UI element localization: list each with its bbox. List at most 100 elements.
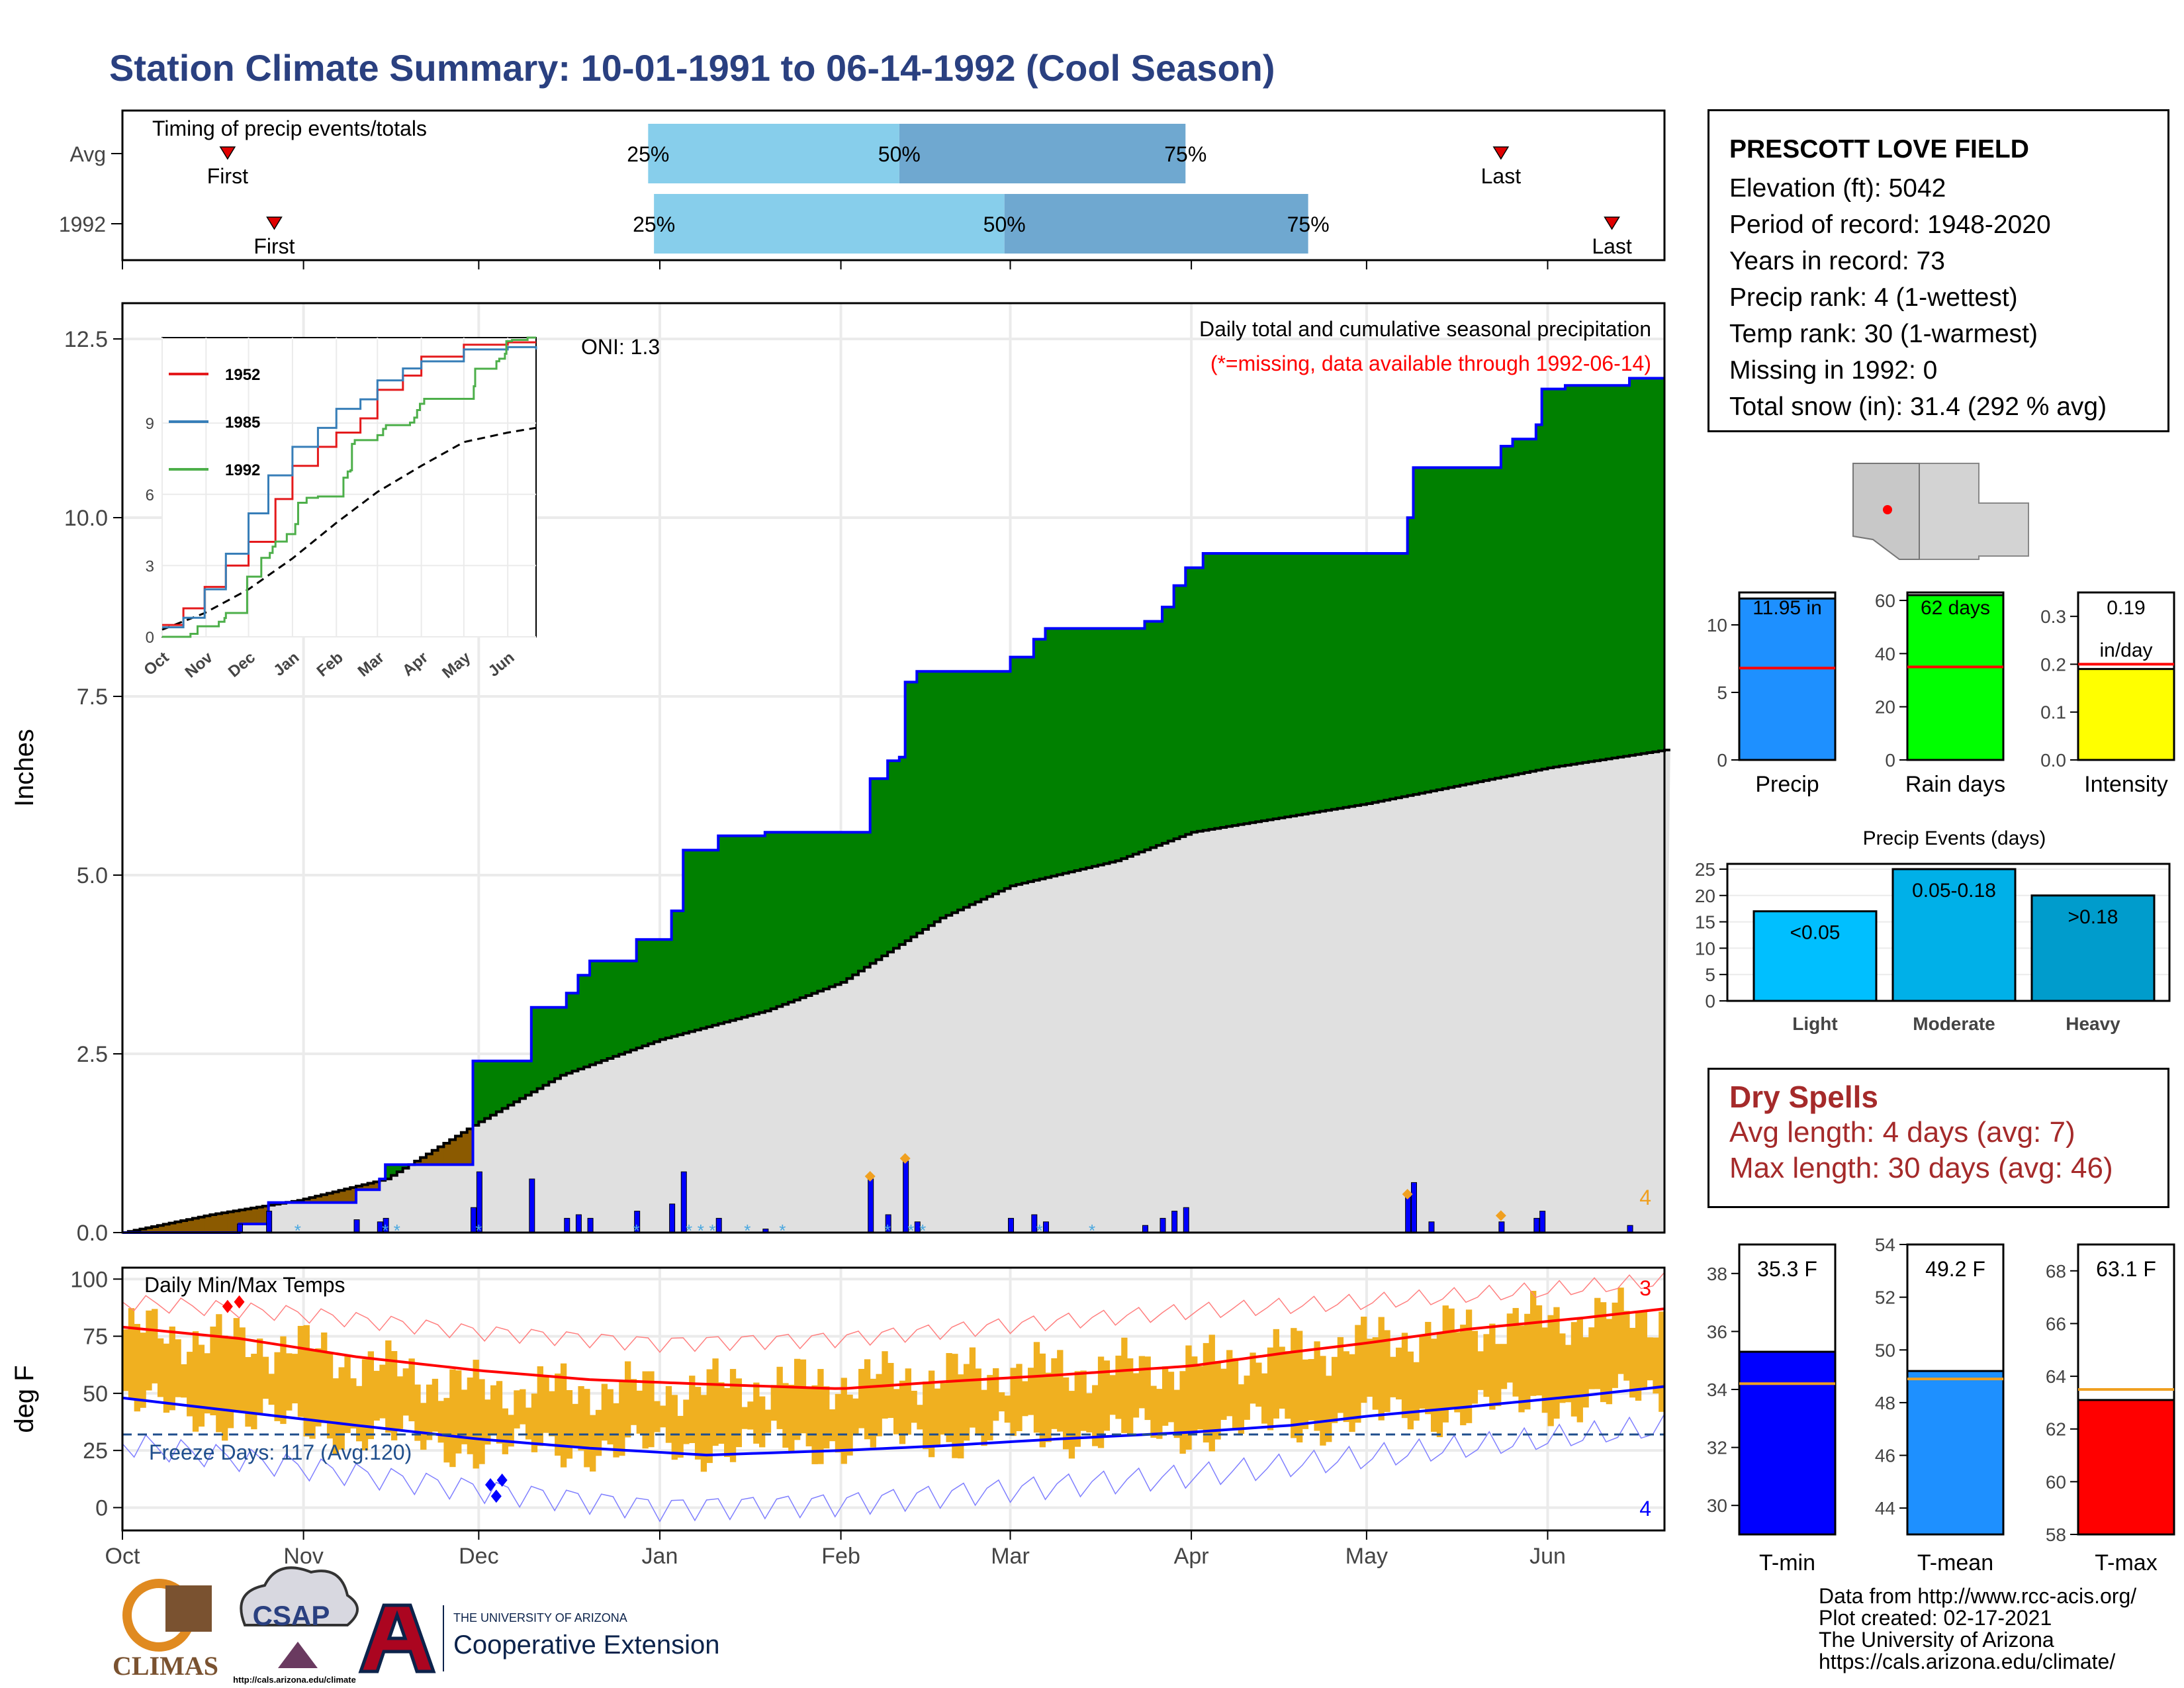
summary-category-label: T-max	[2095, 1550, 2157, 1575]
above-avg-area	[601, 961, 608, 1061]
above-avg-area	[1547, 389, 1554, 768]
daily-temp-bar	[1541, 1327, 1548, 1413]
precip-annotation-missing: (*=missing, data available through 1992-…	[1210, 352, 1651, 375]
daily-temp-bar	[350, 1378, 357, 1429]
above-avg-area	[572, 993, 579, 1072]
below-avg-area	[175, 1221, 181, 1233]
x-tick-label: Oct	[105, 1544, 140, 1569]
daily-temp-bar	[946, 1353, 952, 1442]
above-avg-area	[1267, 553, 1274, 820]
summary-intensity-y-tick: 0.0	[2040, 750, 2066, 771]
above-avg-area	[1004, 671, 1011, 889]
above-avg-area	[1080, 628, 1087, 869]
daily-temp-bar	[473, 1360, 479, 1469]
summary-category-label: Intensity	[2084, 772, 2168, 797]
above-avg-area	[1326, 553, 1332, 811]
station-temp-rank: Temp rank: 30 (1-warmest)	[1729, 320, 2038, 348]
daily-temp-bar	[1179, 1371, 1186, 1454]
above-avg-area	[1541, 389, 1549, 769]
daily-temp-bar	[1623, 1311, 1630, 1381]
above-avg-area	[677, 911, 684, 1035]
daily-temp-bar	[846, 1394, 853, 1456]
credit-line: Plot created: 02-17-2021	[1819, 1606, 2052, 1630]
corner-count: 4	[1639, 1186, 1651, 1209]
below-avg-area	[251, 1207, 257, 1225]
summary-rain-days-y-tick: 20	[1875, 697, 1895, 718]
above-avg-area	[1588, 385, 1595, 762]
above-avg-area	[566, 993, 573, 1074]
daily-temp-bar	[566, 1390, 573, 1459]
daily-temp-bar	[502, 1408, 508, 1454]
summary-t-max-y-tick: 58	[2046, 1524, 2066, 1545]
y-tick-label: 2.5	[77, 1042, 108, 1067]
above-avg-area	[1343, 553, 1350, 808]
daily-temp-bar	[1302, 1359, 1309, 1429]
daily-precip-bar	[1171, 1211, 1178, 1233]
timing-p75-label: 75%	[1287, 212, 1330, 236]
daily-temp-bar	[584, 1389, 590, 1468]
below-avg-area	[356, 1186, 363, 1190]
above-avg-area	[665, 939, 672, 1038]
inset-y-tick: 3	[146, 557, 154, 575]
above-avg-area	[1103, 628, 1111, 864]
daily-temp-bar	[1092, 1385, 1099, 1446]
daily-precip-bar	[1498, 1221, 1505, 1233]
summary-panels: 0 5 10 11.95 in Precip 0 20 40 60 62 days Rain day…	[1695, 460, 2175, 1575]
above-avg-area	[823, 832, 830, 989]
above-avg-area	[753, 835, 760, 1014]
y-axis-label: Inches	[10, 729, 39, 807]
above-avg-area	[543, 1007, 549, 1086]
daily-temp-bar	[1629, 1327, 1636, 1398]
timing-p75-label: 75%	[1164, 142, 1206, 166]
daily-temp-bar	[1208, 1335, 1215, 1452]
inset-1952-line	[162, 341, 536, 626]
credit-line: https://cals.arizona.edu/climate/	[1819, 1650, 2116, 1673]
above-avg-area	[1512, 439, 1519, 775]
above-avg-area	[864, 832, 871, 968]
below-avg-area	[233, 1211, 240, 1233]
daily-temp-bar	[1203, 1342, 1210, 1443]
page-title: Station Climate Summary: 10-01-1991 to 0…	[109, 47, 1275, 89]
inset-avg-line	[161, 426, 537, 631]
daily-temp-bar	[1291, 1328, 1297, 1438]
daily-temp-bar	[1576, 1317, 1583, 1423]
above-avg-area	[1045, 628, 1052, 878]
oni-label: ONI: 1.3	[581, 335, 660, 359]
daily-temp-bar	[1033, 1342, 1040, 1433]
timing-marker-label: First	[253, 234, 295, 258]
daily-temp-bar	[917, 1405, 923, 1430]
daily-temp-bar	[923, 1382, 929, 1450]
daily-temp-bar	[332, 1378, 340, 1454]
summary-precip-y-tick: 5	[1717, 682, 1727, 703]
x-tick-label: May	[1345, 1544, 1388, 1569]
snow-marker: *	[633, 1221, 640, 1241]
above-avg-area	[993, 671, 999, 894]
above-avg-area	[1051, 628, 1058, 876]
above-avg-area	[1465, 467, 1473, 784]
daily-temp-bar	[1086, 1393, 1093, 1432]
summary-intensity-y-tick: 0.2	[2040, 654, 2066, 675]
above-avg-area	[390, 1164, 398, 1176]
daily-temp-bar	[1349, 1354, 1355, 1432]
daily-temp-bar	[338, 1367, 345, 1450]
daily-temp-bar	[870, 1378, 877, 1448]
above-avg-area	[1471, 467, 1479, 783]
summary-category-label: Rain days	[1905, 772, 2005, 797]
daily-temp-bar	[1361, 1317, 1367, 1403]
below-avg-area	[169, 1223, 176, 1233]
above-avg-area	[1208, 553, 1216, 829]
above-avg-area	[729, 835, 737, 1021]
daily-temp-bar	[659, 1405, 666, 1428]
above-avg-area	[1244, 553, 1250, 824]
above-avg-area	[770, 832, 778, 1009]
above-avg-area	[958, 671, 964, 910]
daily-temp-bar	[1535, 1305, 1543, 1396]
above-avg-area	[1535, 424, 1543, 771]
cooperative-extension-text: Cooperative Extension	[453, 1630, 719, 1660]
timing-marker-label: Last	[1481, 164, 1522, 188]
snow-marker: *	[919, 1221, 926, 1241]
daily-precip-bar	[353, 1219, 360, 1233]
daily-temp-bar	[981, 1389, 987, 1446]
daily-temp-bar	[1051, 1358, 1058, 1429]
above-avg-area	[1425, 467, 1432, 792]
